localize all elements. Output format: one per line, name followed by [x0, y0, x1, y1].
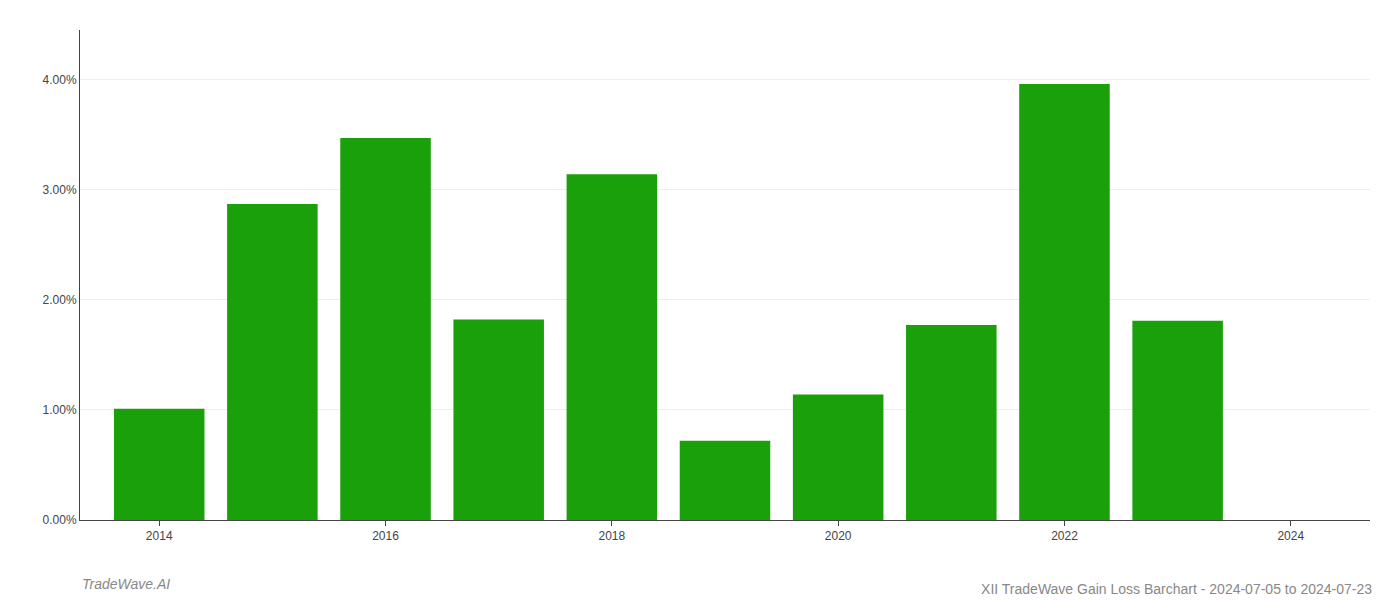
svg-text:2024: 2024: [1277, 529, 1304, 543]
svg-text:2020: 2020: [825, 529, 852, 543]
svg-text:2022: 2022: [1051, 529, 1078, 543]
svg-text:TradeWave.AI: TradeWave.AI: [82, 576, 170, 592]
svg-text:2.00%: 2.00%: [43, 293, 77, 307]
svg-text:4.00%: 4.00%: [43, 73, 77, 87]
svg-text:1.00%: 1.00%: [43, 403, 77, 417]
svg-text:3.00%: 3.00%: [43, 183, 77, 197]
svg-text:XII TradeWave Gain Loss Barcha: XII TradeWave Gain Loss Barchart - 2024-…: [981, 581, 1372, 597]
svg-text:2018: 2018: [598, 529, 625, 543]
svg-text:2016: 2016: [372, 529, 399, 543]
svg-text:2014: 2014: [146, 529, 173, 543]
svg-text:0.00%: 0.00%: [43, 513, 77, 527]
